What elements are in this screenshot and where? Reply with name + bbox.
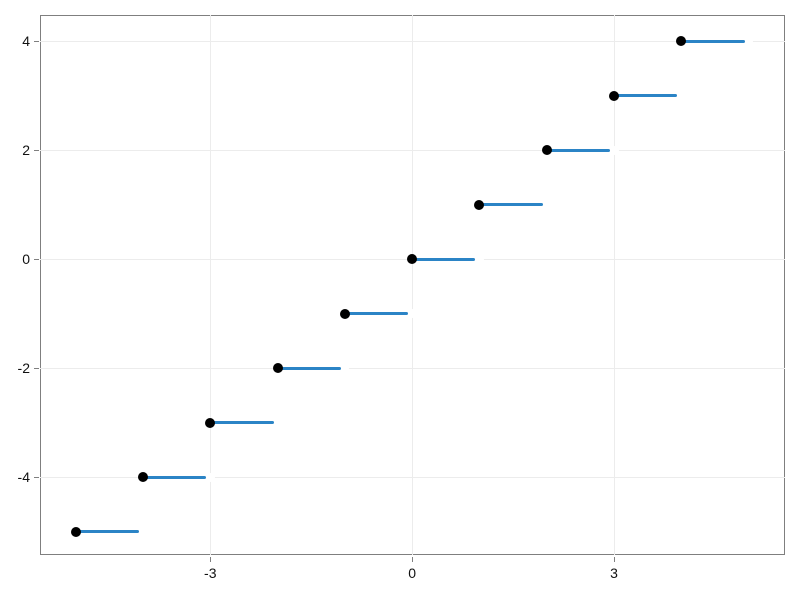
open-point-mask: [474, 254, 484, 264]
data-point: [676, 36, 687, 47]
y-tick-mark: [33, 476, 39, 478]
step-segment: [479, 203, 543, 207]
y-tick-mark: [33, 40, 39, 42]
data-point: [339, 308, 350, 319]
open-point-mask: [138, 527, 148, 537]
data-point: [609, 90, 620, 101]
data-point: [205, 417, 216, 428]
data-point: [407, 254, 418, 265]
data-point: [137, 472, 148, 483]
x-tick-label: 3: [610, 565, 618, 581]
open-point-mask: [407, 309, 417, 319]
step-segment: [681, 39, 745, 43]
open-point-mask: [205, 472, 215, 482]
y-gridline: [40, 476, 785, 478]
y-tick-label: -4: [17, 469, 30, 486]
open-point-mask: [273, 418, 283, 428]
open-point-mask: [340, 363, 350, 373]
step-segment: [344, 312, 409, 316]
open-point-mask: [744, 36, 754, 46]
y-tick-label: 4: [22, 33, 30, 50]
x-tick-label: 0: [408, 565, 417, 581]
y-gridline: [40, 367, 785, 369]
open-point-mask: [676, 91, 686, 101]
y-tick-label: 0: [22, 251, 30, 268]
x-tick-mark: [209, 556, 211, 562]
step-segment: [210, 421, 274, 425]
y-tick-label: -2: [17, 360, 30, 377]
x-tick-label: -3: [204, 565, 217, 581]
data-point: [70, 526, 81, 537]
step-segment: [614, 94, 678, 98]
x-tick-mark: [411, 556, 413, 562]
step-segment: [75, 530, 139, 534]
x-gridline: [613, 15, 615, 555]
y-tick-mark: [33, 367, 39, 369]
x-gridline: [411, 15, 413, 555]
data-point: [272, 363, 283, 374]
y-gridline: [40, 40, 785, 42]
y-tick-label: 2: [22, 142, 30, 159]
step-segment: [412, 257, 476, 261]
y-tick-mark: [33, 258, 39, 260]
step-segment: [142, 475, 207, 479]
data-point: [474, 199, 485, 210]
y-gridline: [40, 149, 785, 151]
y-tick-mark: [33, 149, 39, 151]
x-tick-mark: [613, 556, 615, 562]
x-gridline: [209, 15, 211, 555]
open-point-mask: [542, 200, 552, 210]
open-point-mask: [609, 145, 619, 155]
data-point: [541, 145, 552, 156]
step-segment: [546, 148, 611, 152]
step-segment: [277, 366, 341, 370]
